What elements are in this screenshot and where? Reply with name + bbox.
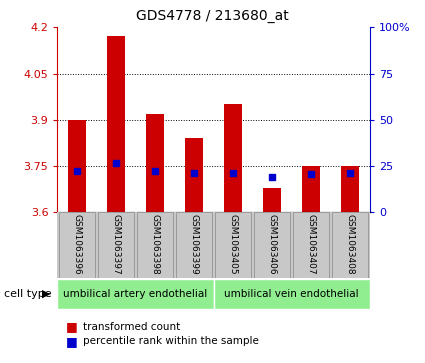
Text: GSM1063405: GSM1063405: [229, 214, 238, 274]
Bar: [107, 37, 125, 212]
Bar: [254, 212, 290, 278]
Bar: [146, 114, 164, 212]
Bar: [68, 120, 86, 212]
Bar: [59, 212, 95, 278]
Bar: [176, 212, 212, 278]
Bar: [137, 212, 173, 278]
Bar: [332, 212, 368, 278]
Bar: [57, 280, 213, 309]
Bar: [264, 188, 281, 212]
Text: ■: ■: [66, 320, 78, 333]
Bar: [185, 138, 203, 212]
Bar: [341, 166, 359, 212]
Text: ▶: ▶: [42, 289, 50, 299]
Text: GSM1063406: GSM1063406: [268, 214, 277, 274]
Text: GSM1063407: GSM1063407: [307, 214, 316, 274]
Bar: [215, 212, 251, 278]
Bar: [213, 280, 370, 309]
Text: GSM1063399: GSM1063399: [190, 214, 198, 274]
Bar: [293, 212, 329, 278]
Text: GSM1063397: GSM1063397: [111, 214, 120, 274]
Text: umbilical vein endothelial: umbilical vein endothelial: [224, 289, 359, 299]
Text: umbilical artery endothelial: umbilical artery endothelial: [63, 289, 207, 299]
Text: percentile rank within the sample: percentile rank within the sample: [83, 336, 259, 346]
Bar: [224, 104, 242, 212]
Text: GDS4778 / 213680_at: GDS4778 / 213680_at: [136, 9, 289, 23]
Text: GSM1063396: GSM1063396: [72, 214, 82, 274]
Bar: [303, 166, 320, 212]
Bar: [98, 212, 134, 278]
Text: GSM1063408: GSM1063408: [346, 214, 355, 274]
Text: GSM1063398: GSM1063398: [150, 214, 159, 274]
Text: transformed count: transformed count: [83, 322, 180, 332]
Text: cell type: cell type: [4, 289, 52, 299]
Text: ■: ■: [66, 335, 78, 348]
